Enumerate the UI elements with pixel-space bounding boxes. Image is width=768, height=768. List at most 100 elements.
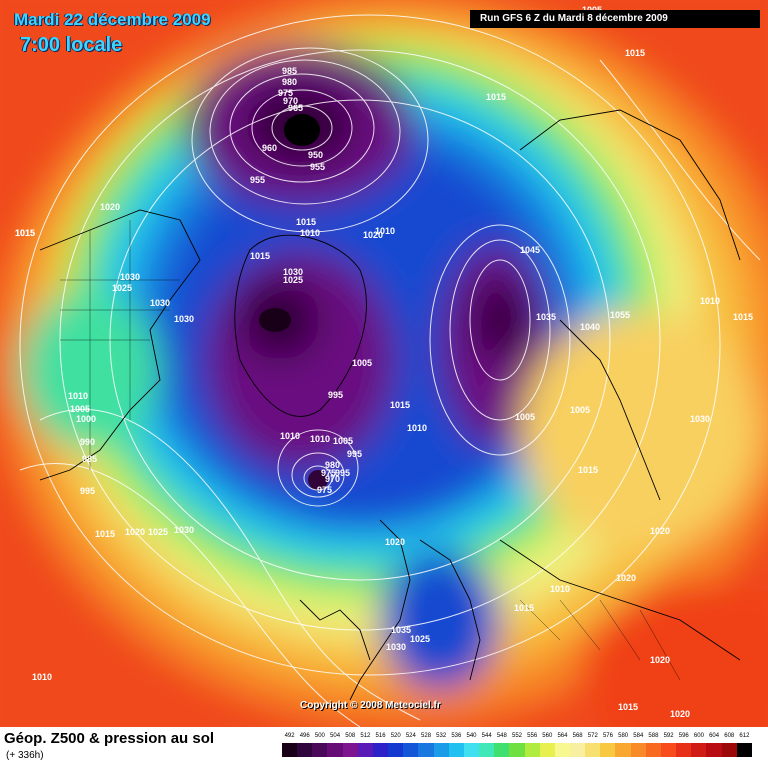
scale-swatch xyxy=(676,743,692,757)
scale-label: 556 xyxy=(527,733,538,739)
scale-swatch xyxy=(509,743,525,757)
pressure-label: 1005 xyxy=(515,412,535,422)
pressure-label: 955 xyxy=(310,162,325,172)
scale-label: 572 xyxy=(587,733,598,739)
forecast-local-time: 7:00 locale xyxy=(20,34,123,56)
pressure-label: 985 xyxy=(282,66,297,76)
pressure-label: 1015 xyxy=(733,312,753,322)
scale-swatch xyxy=(569,743,586,757)
pressure-label: 1015 xyxy=(15,228,35,238)
scale-swatch xyxy=(418,743,434,757)
scale-label: 524 xyxy=(405,733,416,739)
low-center-markers xyxy=(259,114,328,490)
scale-label: 532 xyxy=(436,733,447,739)
scale-label: 548 xyxy=(496,733,507,739)
model-run-info: Run GFS 6 Z du Mardi 8 décembre 2009 xyxy=(470,10,760,28)
pressure-label: 1020 xyxy=(670,709,690,719)
pressure-label: 1015 xyxy=(578,465,598,475)
pressure-label: 975 xyxy=(317,485,332,495)
pressure-label: 990 xyxy=(80,437,95,447)
scale-swatch xyxy=(479,743,495,757)
pressure-label: 1030 xyxy=(690,414,710,424)
copyright-notice: Copyright © 2008 Meteociel.fr xyxy=(300,700,441,711)
pressure-label: 1010 xyxy=(375,226,395,236)
pressure-label: 1015 xyxy=(618,702,638,712)
scale-label: 588 xyxy=(648,733,659,739)
scale-swatch xyxy=(706,743,722,757)
scale-swatch xyxy=(297,743,313,757)
pressure-label: 1055 xyxy=(610,310,630,320)
scale-label: 492 xyxy=(284,733,295,739)
scale-label: 568 xyxy=(572,733,583,739)
scale-swatch xyxy=(660,743,677,757)
scale-label: 528 xyxy=(421,733,432,739)
scale-swatch xyxy=(282,743,298,757)
pressure-label: 995 xyxy=(328,390,343,400)
pressure-label: 1020 xyxy=(100,202,120,212)
pressure-label: 1040 xyxy=(580,322,600,332)
pressure-label: 965 xyxy=(288,103,303,113)
scale-label: 552 xyxy=(511,733,522,739)
scale-label: 504 xyxy=(330,733,341,739)
geopotential-map: 1005101598598097597096596095095595510151… xyxy=(0,0,768,727)
pressure-label: 1015 xyxy=(296,217,316,227)
pressure-label: 1025 xyxy=(148,527,168,537)
scale-label: 508 xyxy=(345,733,356,739)
scale-label: 584 xyxy=(633,733,644,739)
scale-label: 536 xyxy=(451,733,462,739)
pressure-label: 995 xyxy=(335,468,350,478)
pressure-label: 1000 xyxy=(76,414,96,424)
color-scale-labels: 492 496 500 504 508 512 516 520 524 528 532 536 540 5… xyxy=(282,733,752,743)
pressure-label: 995 xyxy=(80,486,95,496)
pressure-label: 1010 xyxy=(68,391,88,401)
scale-label: 544 xyxy=(481,733,492,739)
pressure-label: 1020 xyxy=(650,655,670,665)
pressure-label: 980 xyxy=(325,460,340,470)
pressure-label: 960 xyxy=(262,143,277,153)
scale-label: 604 xyxy=(709,733,720,739)
forecast-lead-time: (+ 336h) xyxy=(6,750,44,761)
pressure-labels: 1005101598598097597096596095095595510151… xyxy=(15,5,753,719)
pressure-label: 1020 xyxy=(650,526,670,536)
pressure-label: 1030 xyxy=(283,267,303,277)
pressure-label: 975 xyxy=(278,88,293,98)
country-borders xyxy=(60,220,681,681)
scale-swatch xyxy=(448,743,464,757)
pressure-label: 1010 xyxy=(700,296,720,306)
scale-label: 516 xyxy=(375,733,386,739)
scale-swatch xyxy=(357,743,373,757)
pressure-label: 1015 xyxy=(95,529,115,539)
pressure-label: 1030 xyxy=(120,272,140,282)
pressure-label: 975 xyxy=(321,468,336,478)
pressure-label: 1015 xyxy=(486,92,506,102)
scale-swatch xyxy=(554,743,570,757)
pressure-label: 1020 xyxy=(616,573,636,583)
pressure-label: 1020 xyxy=(363,230,383,240)
scale-label: 596 xyxy=(678,733,689,739)
scale-swatch xyxy=(645,743,661,757)
scale-label: 564 xyxy=(557,733,568,739)
pressure-label: 1015 xyxy=(250,251,270,261)
pressure-label: 1005 xyxy=(70,404,90,414)
scale-swatch xyxy=(463,743,480,757)
pressure-label: 1020 xyxy=(125,527,145,537)
coastlines xyxy=(39,109,741,701)
pressure-label: 1030 xyxy=(386,642,406,652)
scale-swatch xyxy=(585,743,601,757)
pressure-label: 1010 xyxy=(550,584,570,594)
scale-label: 496 xyxy=(299,733,310,739)
pressure-label: 985 xyxy=(82,454,97,464)
scale-swatch xyxy=(736,743,752,757)
scale-label: 580 xyxy=(618,733,629,739)
scale-swatch xyxy=(327,743,343,757)
pressure-label: 1030 xyxy=(150,298,170,308)
pressure-label: 1005 xyxy=(352,358,372,368)
scale-swatch xyxy=(615,743,631,757)
pressure-label: 1010 xyxy=(280,431,300,441)
scale-label: 600 xyxy=(693,733,704,739)
scale-label: 576 xyxy=(602,733,613,739)
pressure-label: 1010 xyxy=(407,423,427,433)
pressure-label: 1015 xyxy=(15,228,35,238)
pressure-label: 1030 xyxy=(174,314,194,324)
